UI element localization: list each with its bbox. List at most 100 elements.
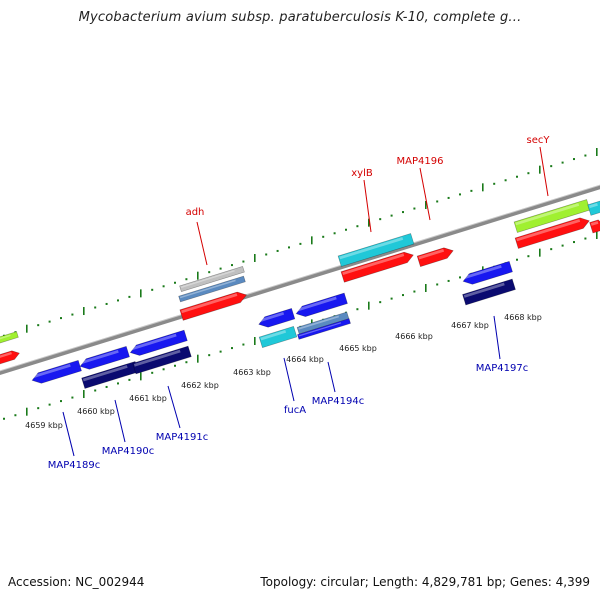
scale-label: 4667 kbp [451, 321, 489, 330]
upper-scale-minor-tick [231, 264, 233, 267]
lower-scale-minor-tick [231, 347, 233, 350]
upper-scale-minor-tick [151, 288, 154, 291]
scale-label: 4659 kbp [25, 421, 63, 430]
lower-scale-minor-tick [561, 244, 564, 247]
upper-scale-minor-tick [219, 267, 222, 270]
gene-label-adh[interactable]: adh [186, 207, 205, 218]
gene-feature-blue[interactable] [297, 318, 351, 340]
gene-feature-blue[interactable] [78, 345, 130, 371]
gene-label-map4197c[interactable]: MAP4197c [476, 363, 528, 374]
upper-scale-minor-tick [356, 225, 359, 228]
map-title: Mycobacterium avium subsp. paratuberculo… [78, 10, 522, 25]
gene-label-map4190c[interactable]: MAP4190c [102, 446, 154, 457]
gene-leader-line [327, 361, 336, 393]
gene-feature-cyan[interactable] [258, 326, 298, 348]
upper-scale-minor-tick [94, 306, 97, 309]
gene-label-xylb[interactable]: xylB [351, 168, 373, 179]
gene-feature-blue[interactable] [129, 329, 188, 358]
gene-feature-steel[interactable] [296, 311, 350, 335]
gene-feature-gray[interactable] [179, 265, 245, 293]
gene-feature-green[interactable] [0, 331, 19, 345]
upper-scale-minor-tick [447, 196, 450, 199]
gene-feature-steel[interactable] [178, 275, 246, 303]
upper-scale-minor-tick [162, 285, 165, 288]
upper-scale-minor-tick [516, 175, 518, 178]
upper-scale-minor-tick [402, 211, 404, 214]
gene-feature-red[interactable] [416, 245, 455, 267]
scale-label: 4666 kbp [395, 332, 433, 341]
scale-label: 4664 kbp [286, 355, 324, 364]
gene-leader-line [493, 315, 501, 360]
scale-label: 4668 kbp [504, 313, 542, 322]
gene-label-fuca[interactable]: fucA [284, 405, 306, 416]
upper-scale-minor-tick [390, 214, 393, 217]
upper-scale-minor-tick [117, 299, 119, 302]
upper-scale-minor-tick [527, 172, 530, 175]
lower-scale-minor-tick [573, 241, 575, 244]
gene-feature-blue[interactable] [257, 308, 296, 329]
gene-leader-line [167, 385, 181, 429]
gene-leader-line [419, 167, 431, 221]
gene-label-map4189c[interactable]: MAP4189c [48, 460, 100, 471]
gene-feature-red[interactable] [0, 349, 21, 366]
upper-scale-minor-tick [185, 278, 188, 281]
genome-backbone-highlight [0, 184, 600, 372]
lower-scale-minor-tick [162, 368, 165, 371]
upper-scale-minor-tick [413, 207, 416, 210]
scale-label: 4662 kbp [181, 381, 219, 390]
gene-feature-red[interactable] [514, 215, 591, 249]
lower-scale-minor-tick [527, 255, 530, 258]
genome-backbone [0, 185, 600, 375]
upper-scale-minor-tick [48, 320, 51, 323]
upper-scale-minor-tick [345, 228, 347, 231]
gene-feature-red[interactable] [179, 290, 248, 321]
upper-scale-minor-tick [436, 200, 439, 203]
gene-feature-navy[interactable] [462, 278, 516, 306]
gene-leader-line [539, 146, 549, 197]
gene-feature-blue[interactable] [295, 292, 348, 319]
upper-scale-minor-tick [459, 193, 461, 196]
gene-label-map4196[interactable]: MAP4196 [397, 156, 444, 167]
upper-scale-minor-tick [265, 253, 268, 256]
upper-scale-minor-tick [174, 281, 176, 284]
upper-scale-minor-tick [561, 161, 564, 164]
lower-scale-minor-tick [174, 364, 176, 367]
upper-scale-minor-tick [299, 242, 302, 245]
lower-scale-minor-tick [128, 378, 131, 381]
lower-scale-minor-tick [390, 297, 393, 300]
upper-scale-minor-tick [504, 179, 507, 182]
gene-feature-blue[interactable] [461, 260, 513, 286]
gene-feature-cyan[interactable] [337, 233, 415, 267]
lower-scale-minor-tick [459, 276, 461, 279]
lower-scale-minor-tick [14, 414, 17, 417]
upper-scale-minor-tick [322, 235, 325, 238]
lower-scale-minor-tick [402, 294, 404, 297]
gene-feature-cyan[interactable] [587, 200, 600, 216]
lower-scale-minor-tick [3, 417, 5, 420]
gene-label-secy[interactable]: secY [527, 135, 551, 146]
scale-label: 4661 kbp [129, 394, 167, 403]
lower-scale-minor-tick [208, 354, 211, 357]
gene-label-map4194c[interactable]: MAP4194c [312, 396, 364, 407]
lower-scale-minor-tick [413, 290, 416, 293]
upper-scale-minor-tick [288, 246, 290, 249]
scale-label: 4663 kbp [233, 368, 271, 377]
gene-feature-blue[interactable] [30, 359, 82, 385]
lower-scale-minor-tick [550, 248, 553, 251]
lower-scale-minor-tick [48, 403, 51, 406]
lower-scale-minor-tick [516, 258, 518, 261]
lower-scale-minor-tick [60, 400, 62, 403]
upper-scale-minor-tick [470, 189, 473, 192]
gene-feature-red[interactable] [589, 219, 600, 234]
upper-scale-minor-tick [276, 249, 279, 252]
upper-scale-minor-tick [573, 158, 575, 161]
gene-feature-navy[interactable] [132, 345, 192, 375]
upper-scale-minor-tick [128, 295, 131, 298]
gene-feature-red[interactable] [340, 250, 415, 283]
gene-label-map4191c[interactable]: MAP4191c [156, 432, 208, 443]
scale-label: 4660 kbp [77, 407, 115, 416]
lower-scale-minor-tick [242, 343, 245, 346]
upper-scale-minor-tick [550, 165, 553, 168]
accession-text: Accession: NC_002944 [8, 575, 145, 589]
